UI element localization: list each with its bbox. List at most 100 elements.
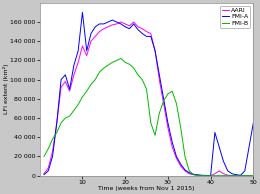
FMI-B — [111, 61, 114, 63]
FMI-B — [89, 83, 93, 86]
FMI-A — [42, 174, 46, 176]
FMI-A — [171, 141, 174, 143]
FMI-A — [60, 78, 63, 81]
FMI-B — [153, 134, 157, 137]
AARI — [94, 35, 97, 38]
FMI-A — [107, 21, 110, 23]
AARI — [166, 126, 170, 129]
FMI-B — [192, 174, 195, 176]
FMI-B — [200, 174, 204, 177]
AARI — [77, 61, 80, 63]
FMI-A — [111, 19, 114, 21]
FMI-B — [77, 103, 80, 106]
AARI — [153, 50, 157, 52]
FMI-A — [68, 88, 71, 90]
FMI-B — [115, 59, 118, 61]
AARI — [200, 174, 204, 177]
AARI — [64, 80, 67, 83]
AARI — [213, 173, 217, 175]
FMI-B — [102, 67, 105, 69]
FMI-A — [188, 172, 191, 174]
FMI-A — [213, 131, 217, 134]
X-axis label: Time (weeks from Nov 1 2015): Time (weeks from Nov 1 2015) — [98, 186, 195, 191]
FMI-A — [89, 32, 93, 35]
AARI — [72, 74, 75, 76]
FMI-B — [218, 174, 221, 177]
FMI-A — [218, 146, 221, 148]
AARI — [102, 28, 105, 30]
Line: FMI-B: FMI-B — [44, 58, 253, 176]
FMI-B — [60, 122, 63, 124]
FMI-A — [209, 174, 212, 177]
FMI-A — [72, 64, 75, 66]
FMI-B — [209, 174, 212, 177]
FMI-A — [183, 169, 186, 171]
FMI-A — [153, 50, 157, 52]
FMI-A — [252, 122, 255, 124]
FMI-A — [94, 26, 97, 28]
FMI-B — [179, 126, 182, 129]
FMI-A — [179, 163, 182, 165]
AARI — [252, 174, 255, 177]
FMI-B — [226, 174, 229, 177]
FMI-B — [213, 174, 217, 177]
FMI-A — [145, 35, 148, 38]
FMI-B — [136, 74, 140, 76]
AARI — [218, 170, 221, 172]
FMI-A — [132, 23, 135, 25]
AARI — [68, 90, 71, 92]
FMI-B — [175, 102, 178, 105]
FMI-A — [85, 50, 88, 52]
FMI-A — [166, 122, 170, 124]
FMI-A — [81, 11, 84, 14]
FMI-A — [55, 122, 58, 124]
FMI-B — [235, 174, 238, 177]
AARI — [119, 21, 122, 23]
FMI-A — [222, 160, 225, 162]
FMI-A — [243, 170, 246, 172]
Legend: AARI, FMI-A, FMI-B: AARI, FMI-A, FMI-B — [220, 6, 250, 28]
FMI-A — [124, 26, 127, 28]
AARI — [128, 25, 131, 27]
FMI-A — [77, 50, 80, 52]
AARI — [60, 86, 63, 88]
AARI — [98, 30, 101, 33]
FMI-A — [162, 98, 165, 100]
FMI-B — [205, 174, 208, 177]
FMI-A — [230, 173, 233, 175]
FMI-A — [235, 174, 238, 176]
FMI-B — [132, 67, 135, 69]
FMI-B — [145, 88, 148, 90]
AARI — [243, 174, 246, 177]
AARI — [171, 146, 174, 148]
AARI — [132, 21, 135, 23]
AARI — [136, 26, 140, 28]
FMI-B — [243, 174, 246, 177]
FMI-B — [85, 90, 88, 92]
FMI-B — [81, 96, 84, 98]
FMI-B — [166, 93, 170, 95]
Y-axis label: LFI extent (km²): LFI extent (km²) — [3, 64, 9, 114]
AARI — [111, 24, 114, 26]
AARI — [47, 167, 50, 169]
FMI-B — [158, 112, 161, 114]
AARI — [141, 28, 144, 30]
FMI-A — [239, 174, 242, 177]
AARI — [192, 174, 195, 176]
FMI-B — [196, 174, 199, 177]
FMI-A — [102, 23, 105, 25]
AARI — [179, 165, 182, 167]
AARI — [196, 174, 199, 176]
FMI-B — [230, 174, 233, 177]
FMI-B — [119, 57, 122, 60]
FMI-A — [200, 174, 204, 177]
AARI — [248, 174, 251, 177]
AARI — [89, 40, 93, 42]
AARI — [85, 55, 88, 57]
FMI-A — [205, 174, 208, 177]
AARI — [175, 157, 178, 159]
AARI — [183, 170, 186, 172]
FMI-B — [107, 64, 110, 66]
FMI-A — [196, 174, 199, 176]
AARI — [158, 78, 161, 81]
